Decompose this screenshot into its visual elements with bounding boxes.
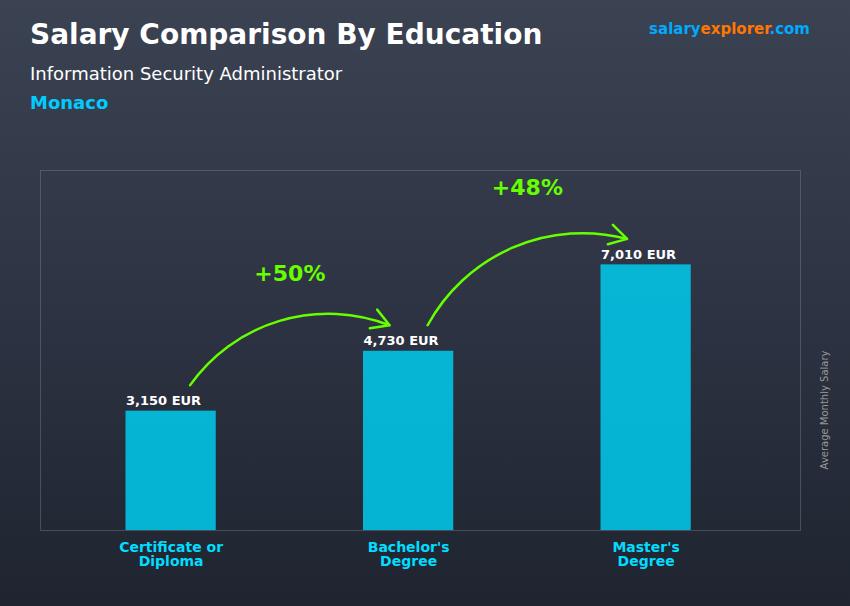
html-text:salary explorer.com: salary explorer.com <box>649 20 810 38</box>
svg-text:3,150 EUR: 3,150 EUR <box>126 393 201 408</box>
svg-text:+50%: +50% <box>254 261 325 286</box>
html-text:Monaco: Monaco <box>30 92 109 113</box>
svg-text:Master'sDegree: Master'sDegree <box>612 539 679 569</box>
svg-text:4,730 EUR: 4,730 EUR <box>364 333 439 348</box>
svg-text:7,010 EUR: 7,010 EUR <box>601 247 676 262</box>
svg-text:Certificate orDiploma: Certificate orDiploma <box>119 539 223 569</box>
svg-text:+48%: +48% <box>492 175 563 200</box>
svg-text:Average Monthly Salary: Average Monthly Salary <box>819 350 830 469</box>
html-text:Salary Comparison By Education: Salary Comparison By Education <box>30 18 543 51</box>
svg-text:Bachelor'sDegree: Bachelor'sDegree <box>368 539 450 569</box>
html-text:Information Security Administr: Information Security Administrator <box>30 63 343 84</box>
